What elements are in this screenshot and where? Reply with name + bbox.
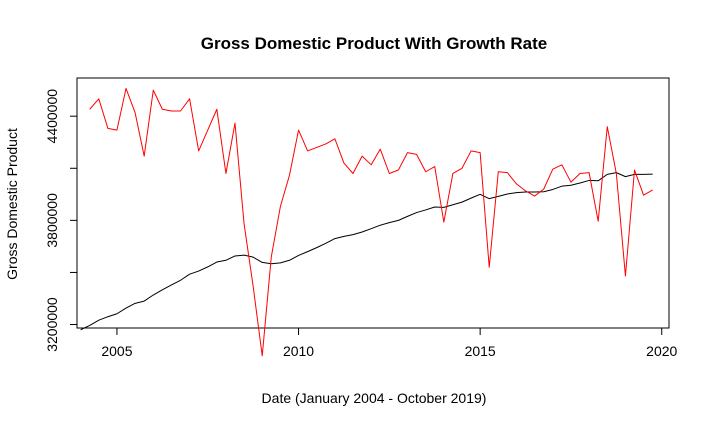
y-tick-label: 3200000 — [44, 297, 60, 352]
x-tick-label: 2010 — [283, 343, 314, 359]
series-layer — [80, 87, 653, 357]
x-axis: 2005 2010 2015 2020 — [101, 328, 678, 359]
y-tick-label: 4400000 — [44, 89, 60, 144]
series-line-1 — [80, 172, 653, 331]
x-tick-label: 2020 — [646, 343, 677, 359]
x-tick-label: 2005 — [101, 343, 132, 359]
series-line-2 — [89, 87, 653, 357]
chart-title: Gross Domestic Product With Growth Rate — [201, 34, 548, 53]
y-axis-label: Gross Domestic Product — [4, 128, 20, 280]
y-axis: 3200000 3800000 4400000 — [44, 89, 77, 352]
y-tick-label: 3800000 — [44, 193, 60, 248]
plot-frame — [76, 77, 670, 329]
x-axis-label: Date (January 2004 - October 2019) — [262, 390, 487, 406]
x-tick-label: 2015 — [465, 343, 496, 359]
